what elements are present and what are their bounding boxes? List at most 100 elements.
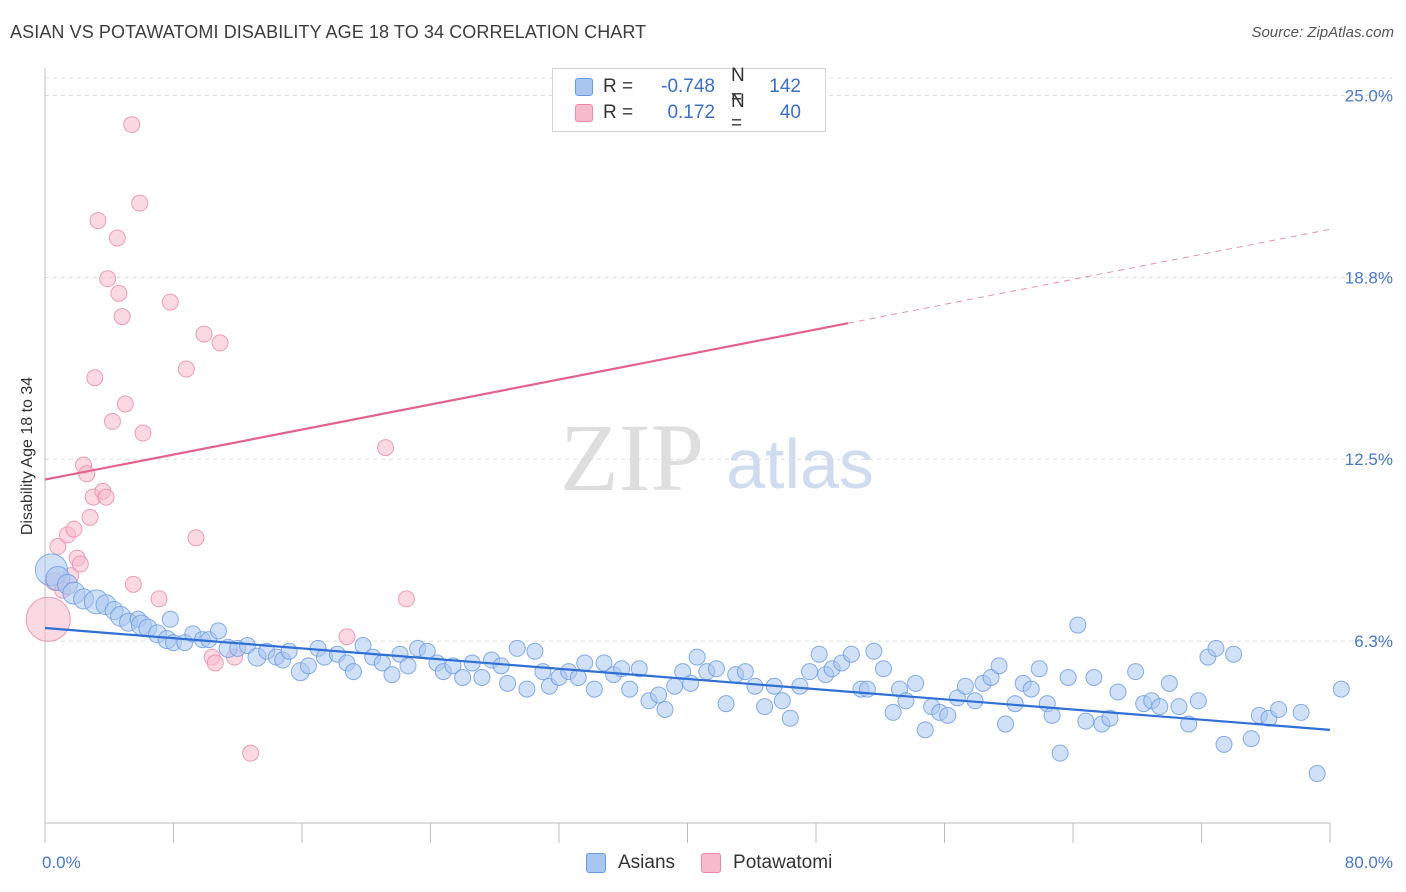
asians-point	[299, 657, 317, 675]
tick-labels: 6.3% 12.5% 18.8% 25.0% 0.0% 80.0%	[42, 86, 1393, 872]
asians-point	[1077, 712, 1095, 730]
potawatomi-point	[211, 334, 229, 352]
potawatomi-point	[123, 116, 141, 134]
legend-n-label: N =	[731, 91, 745, 134]
asians-points	[34, 553, 1350, 783]
asians-point	[842, 645, 860, 663]
legend-n-label: N =	[731, 65, 745, 108]
asians-point	[874, 660, 892, 678]
potawatomi-point	[103, 412, 121, 430]
potawatomi-point	[89, 212, 107, 230]
asians-point	[1225, 645, 1243, 663]
y-tick-label: 6.3%	[1354, 632, 1393, 651]
asians-point	[526, 642, 544, 660]
asians-point	[865, 642, 883, 660]
asians-point	[1308, 765, 1326, 783]
asians-point	[1069, 616, 1087, 634]
asians-point	[1160, 674, 1178, 692]
potawatomi-point	[65, 520, 83, 538]
watermark: ZIP atlas	[560, 404, 874, 511]
asians-point	[656, 701, 674, 719]
axes	[44, 68, 1331, 843]
chart-title: ASIAN VS POTAWATOMI DISABILITY AGE 18 TO…	[10, 22, 647, 42]
legend-r-value: -0.748	[661, 76, 715, 97]
asians-point	[791, 677, 809, 695]
legend-r-label: R =	[603, 76, 634, 97]
watermark-zip: ZIP	[560, 404, 704, 511]
asians-point	[585, 680, 603, 698]
asians-point	[161, 610, 179, 628]
asians-point	[674, 663, 692, 681]
asians-point	[997, 715, 1015, 733]
asians-point	[569, 668, 587, 686]
potawatomi-point	[25, 596, 71, 642]
potawatomi-point	[124, 575, 142, 593]
asians-point	[756, 698, 774, 716]
potawatomi-point	[397, 590, 415, 608]
legend-row-potawatomi: R = 0.172 N = 40	[575, 91, 801, 134]
x-tick-label: 80.0%	[1345, 853, 1393, 872]
asians-point	[492, 657, 510, 675]
asians-point	[1332, 680, 1350, 698]
asians-point	[1170, 698, 1188, 716]
asians-point	[907, 674, 925, 692]
potawatomi-point	[78, 465, 96, 483]
grid-lines	[45, 77, 1392, 642]
y-tick-label: 18.8%	[1345, 268, 1393, 287]
potawatomi-point	[81, 508, 99, 526]
potawatomi-point	[150, 590, 168, 608]
asians-point	[454, 668, 472, 686]
potawatomi-point	[99, 270, 117, 288]
series-legend-asians[interactable]: Asians	[586, 852, 675, 874]
asians-point	[576, 654, 594, 672]
series-legend: Asians Potawatomi	[586, 852, 858, 874]
y-tick-label: 12.5%	[1345, 450, 1393, 469]
potawatomi-point	[49, 538, 67, 556]
asians-point	[1043, 706, 1061, 724]
series-legend-potawatomi[interactable]: Potawatomi	[701, 852, 832, 874]
asians-point	[1189, 692, 1207, 710]
asians-point	[650, 686, 668, 704]
asians-point	[1207, 639, 1225, 657]
asians-point	[518, 680, 536, 698]
potawatomi-point	[187, 529, 205, 547]
asians-point	[508, 639, 526, 657]
trend-lines	[44, 228, 1331, 731]
asians-point	[473, 668, 491, 686]
asians-point	[939, 706, 957, 724]
asians-point	[717, 695, 735, 713]
asians-point	[916, 721, 934, 739]
asians-point	[1101, 709, 1119, 727]
asians-point	[383, 666, 401, 684]
asians-point	[630, 660, 648, 678]
asians-point	[948, 689, 966, 707]
asians-point	[956, 677, 974, 695]
potawatomi-point	[108, 229, 126, 247]
legend-swatch-asians	[575, 78, 593, 96]
asians-point	[1085, 668, 1103, 686]
asians-point	[781, 709, 799, 727]
asians-point	[982, 668, 1000, 686]
asians-point	[344, 663, 362, 681]
potawatomi-point	[242, 744, 260, 762]
asians-point	[736, 663, 754, 681]
asians-point	[801, 663, 819, 681]
asians-point	[280, 642, 298, 660]
asians-point	[1151, 698, 1169, 716]
legend-n-value: 40	[779, 102, 801, 123]
asians-point	[884, 703, 902, 721]
asians-point	[746, 677, 764, 695]
potawatomi-point	[195, 325, 213, 343]
series-label-potawatomi: Potawatomi	[733, 852, 833, 873]
potawatomi-point	[161, 293, 179, 311]
asians-point	[1051, 744, 1069, 762]
asians-point	[707, 660, 725, 678]
source-note: Source: ZipAtlas.com	[1251, 24, 1394, 41]
trend-line-asians	[44, 626, 1331, 731]
potawatomi-point	[71, 555, 89, 573]
x-tick-label: 0.0%	[42, 853, 81, 872]
asians-point	[666, 677, 684, 695]
potawatomi-point	[134, 424, 152, 442]
trend-line-potawatomi	[44, 322, 849, 481]
